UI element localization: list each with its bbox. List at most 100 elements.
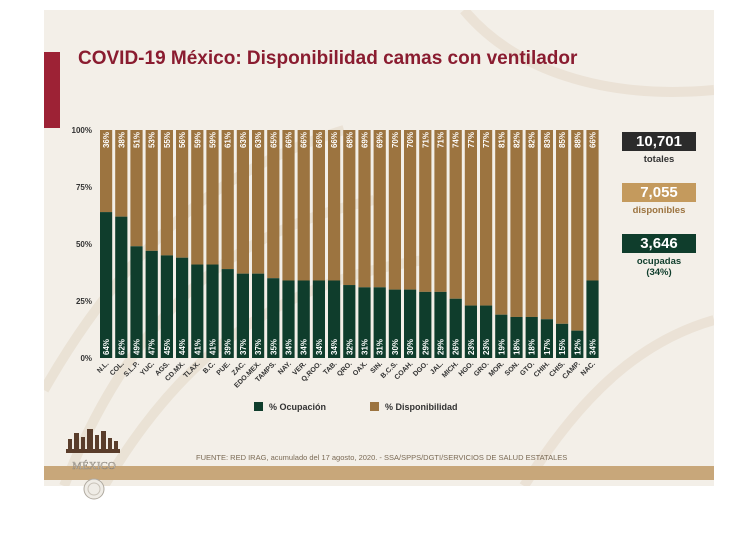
data-label-available: 74%	[452, 132, 461, 148]
occupied-value: 3,646	[622, 234, 696, 253]
data-label-occupied: 31%	[361, 339, 370, 355]
bar-occupied	[571, 330, 584, 358]
total-label: totales	[643, 154, 675, 165]
data-label-available: 63%	[254, 132, 263, 148]
data-label-occupied: 39%	[224, 339, 233, 355]
available-label: disponibles	[632, 205, 686, 216]
stat-total: 10,701 totales	[610, 132, 708, 165]
occupied-percent: (34%)	[646, 267, 672, 278]
chart-title: COVID-19 México: Disponibilidad camas co…	[78, 48, 578, 69]
bar-available	[236, 130, 249, 274]
data-label-occupied: 15%	[558, 339, 567, 355]
data-label-available: 36%	[102, 132, 111, 148]
bar-available	[206, 130, 219, 265]
accent-bar	[44, 52, 60, 128]
bar-occupied	[252, 273, 265, 358]
data-label-available: 82%	[528, 132, 537, 148]
bar-available	[328, 130, 341, 281]
bar-available	[312, 130, 325, 281]
data-label-available: 63%	[239, 132, 248, 148]
data-label-available: 70%	[391, 132, 400, 148]
data-label-occupied: 18%	[528, 339, 537, 355]
bar-available	[540, 130, 553, 320]
bar-occupied	[510, 316, 523, 358]
data-label-available: 77%	[482, 132, 491, 148]
slide: COVID-19 México: Disponibilidad camas co…	[44, 10, 714, 486]
category-label: TLAX.	[182, 360, 201, 379]
bar-occupied	[556, 323, 569, 358]
bar-available	[130, 130, 143, 247]
legend-swatch-occupied	[254, 402, 263, 411]
data-label-occupied: 18%	[513, 339, 522, 355]
bar-occupied	[221, 269, 234, 358]
data-label-available: 56%	[178, 132, 187, 148]
data-label-available: 70%	[406, 132, 415, 148]
category-label: PUE.	[216, 360, 233, 377]
bar-occupied	[540, 319, 553, 358]
bar-available	[556, 130, 569, 324]
bar-available	[480, 130, 493, 306]
category-label: YUC.	[139, 360, 156, 377]
data-label-available: 55%	[163, 132, 172, 148]
bar-available	[525, 130, 538, 317]
bar-available	[434, 130, 447, 292]
bar-occupied	[115, 216, 128, 358]
bar-available	[510, 130, 523, 317]
bar-available	[449, 130, 462, 299]
bar-occupied	[525, 316, 538, 358]
y-tick-label: 50%	[76, 240, 92, 249]
data-label-available: 66%	[315, 132, 324, 148]
source-note: FUENTE: RED IRAG, acumulado del 17 agost…	[196, 453, 568, 462]
category-label: MICH.	[441, 360, 460, 379]
y-tick-label: 75%	[76, 183, 92, 192]
data-label-occupied: 34%	[315, 339, 324, 355]
available-value: 7,055	[622, 183, 696, 202]
data-label-occupied: 29%	[421, 339, 430, 355]
bar-available	[419, 130, 432, 292]
bar-occupied	[297, 280, 310, 358]
data-label-available: 81%	[497, 132, 506, 148]
data-label-occupied: 26%	[452, 339, 461, 355]
category-label: HGO.	[458, 360, 476, 378]
data-label-available: 88%	[573, 132, 582, 148]
category-label: NAC.	[580, 360, 597, 377]
data-label-available: 82%	[513, 132, 522, 148]
category-label: OAX.	[352, 360, 369, 377]
category-label: NAY.	[277, 360, 293, 376]
data-label-available: 59%	[209, 132, 218, 148]
data-label-occupied: 29%	[437, 339, 446, 355]
data-label-occupied: 47%	[148, 339, 157, 355]
data-label-available: 69%	[361, 132, 370, 148]
bar-occupied	[586, 280, 599, 358]
data-label-occupied: 23%	[482, 339, 491, 355]
logo-text: MÉXICO	[72, 460, 115, 472]
bar-occupied	[191, 264, 204, 358]
data-label-occupied: 44%	[178, 339, 187, 355]
bar-occupied	[358, 287, 371, 358]
bar-available	[297, 130, 310, 281]
bar-available	[221, 130, 234, 270]
bar-occupied	[312, 280, 325, 358]
data-label-occupied: 41%	[209, 339, 218, 355]
category-label: S.L.P.	[123, 360, 141, 378]
mexico-logo: MÉXICO	[66, 429, 120, 500]
data-label-available: 71%	[437, 132, 446, 148]
data-label-occupied: 35%	[269, 339, 278, 355]
bar-occupied	[160, 255, 173, 358]
y-tick-label: 100%	[72, 126, 92, 135]
data-label-occupied: 62%	[117, 339, 126, 355]
bar-available	[343, 130, 356, 286]
bar-occupied	[145, 250, 158, 358]
bar-occupied	[282, 280, 295, 358]
category-label: GRO.	[473, 360, 491, 378]
stacked-bar-chart: 0%25%50%75%100%64%36%N.L.62%38%COL.49%51…	[72, 126, 599, 412]
data-label-occupied: 31%	[376, 339, 385, 355]
bar-occupied	[495, 314, 508, 358]
data-label-occupied: 19%	[497, 339, 506, 355]
data-label-available: 61%	[224, 132, 233, 148]
bar-occupied	[328, 280, 341, 358]
data-label-available: 66%	[330, 132, 339, 148]
bar-available	[160, 130, 173, 256]
data-label-occupied: 23%	[467, 339, 476, 355]
bar-occupied	[130, 246, 143, 358]
